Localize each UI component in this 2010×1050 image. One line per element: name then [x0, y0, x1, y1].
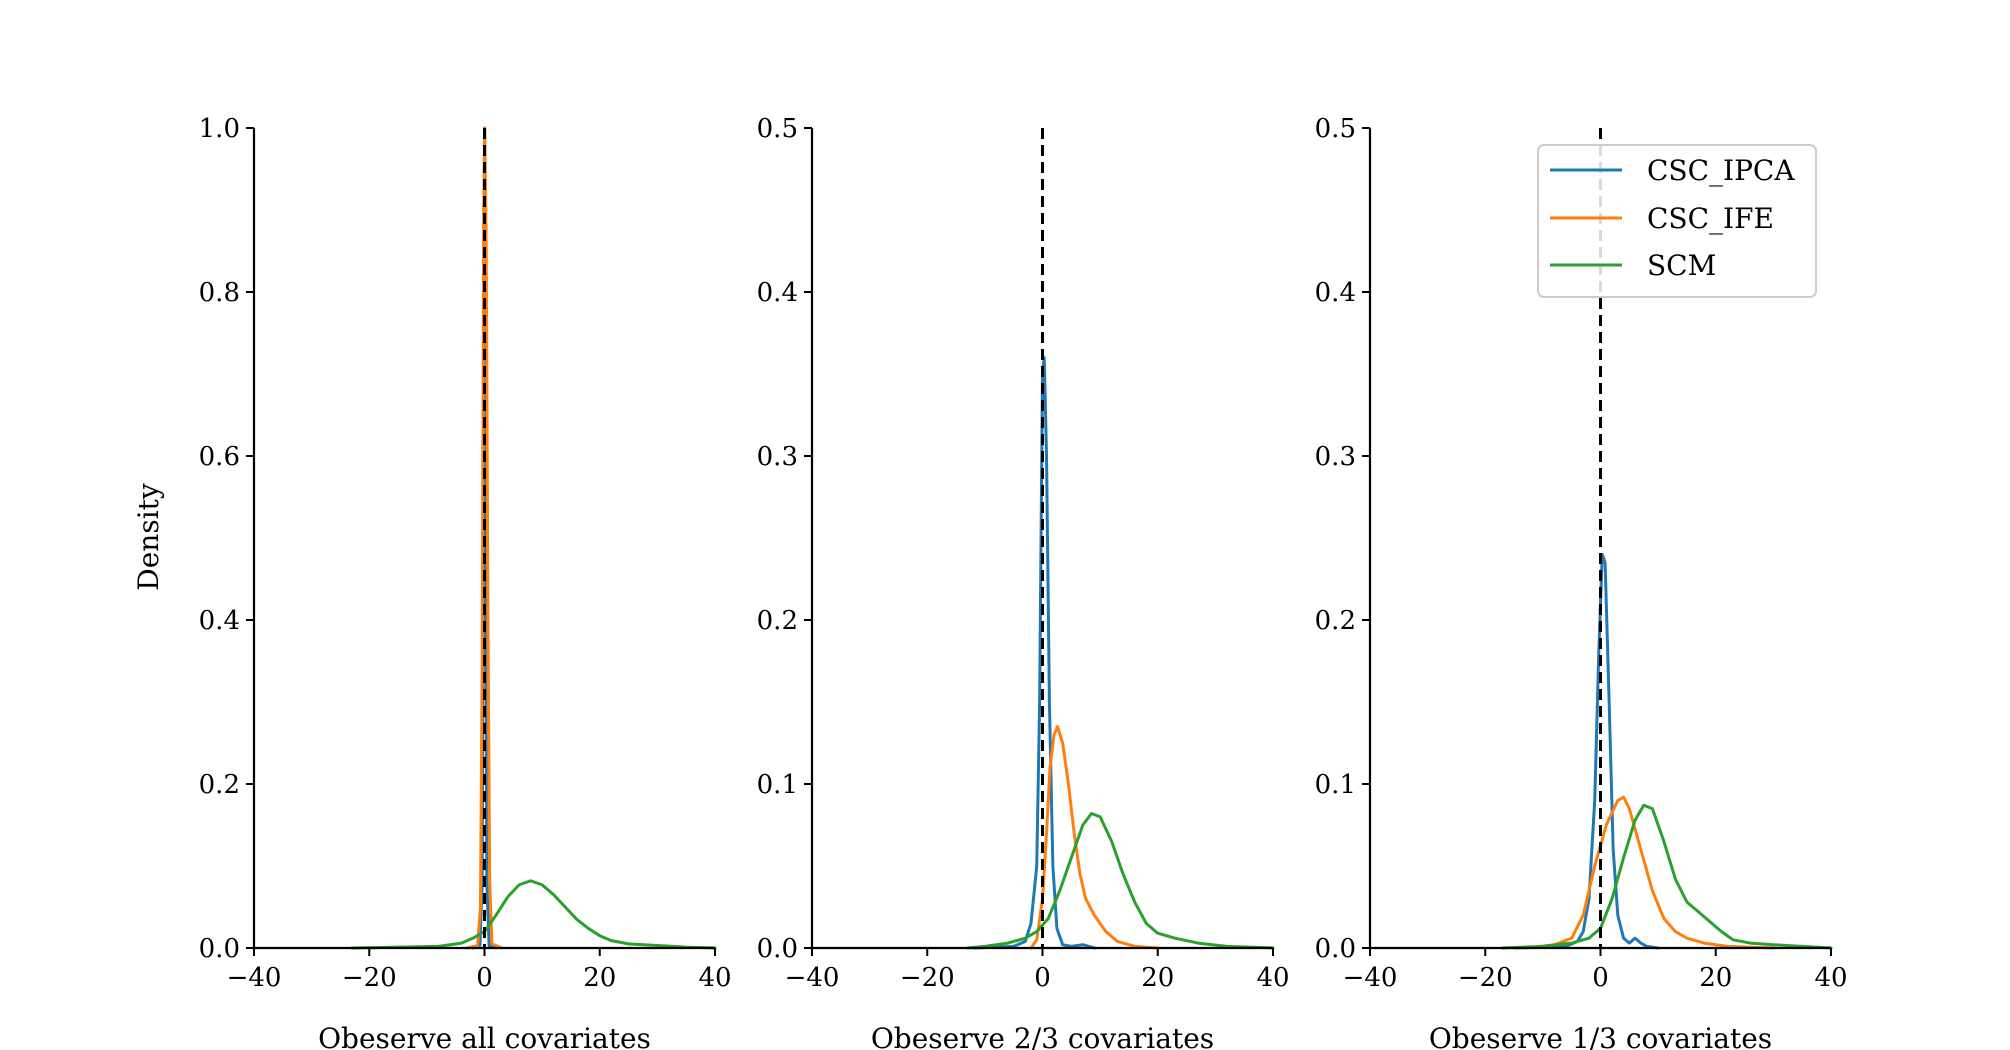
series-csc-ipca-line [971, 356, 1096, 950]
legend: CSC_IPCA CSC_IFE SCM [1537, 144, 1817, 298]
x-tick-label: −20 [1458, 963, 1513, 993]
x-tick-label: −20 [342, 963, 397, 993]
x-tick-label: −20 [900, 963, 955, 993]
series-csc-ife-line [1524, 795, 1775, 950]
y-tick-label: 0.2 [199, 770, 240, 800]
ylabel-density: Density [132, 483, 165, 591]
y-tick-label: 0.5 [1315, 114, 1356, 144]
x-tick-label: 0 [476, 963, 493, 993]
x-tick-label: −40 [785, 963, 840, 993]
y-tick-label: 0.0 [1315, 934, 1356, 964]
y-tick-label: 0.4 [1315, 278, 1356, 308]
legend-label-csc-ife: CSC_IFE [1647, 202, 1774, 235]
xlabel-panel-1: Obeserve 2/3 covariates [871, 1022, 1214, 1050]
y-tick-label: 0.5 [757, 114, 798, 144]
x-tick-label: 20 [583, 963, 616, 993]
legend-label-scm: SCM [1647, 249, 1716, 282]
series-scm-line [350, 879, 717, 950]
y-tick-label: 0.0 [757, 934, 798, 964]
xlabel-panel-0: Obeserve all covariates [318, 1022, 651, 1050]
x-tick-label: 40 [1256, 963, 1289, 993]
xlabel-panel-2: Obeserve 1/3 covariates [1429, 1022, 1772, 1050]
x-tick-label: 0 [1592, 963, 1609, 993]
series-scm-line [966, 812, 1275, 950]
legend-frame [1537, 144, 1817, 298]
y-tick-label: 0.3 [1315, 442, 1356, 472]
y-tick-label: 0.4 [757, 278, 798, 308]
series-csc-ife-line [1029, 725, 1160, 950]
legend-label-csc-ipca: CSC_IPCA [1647, 154, 1795, 187]
panel-two-thirds-covariates: Obeserve 2/3 covariates −40 −20 0 20 40 0.0 0.… [757, 114, 1290, 1050]
x-tick-label: 40 [1814, 963, 1847, 993]
y-tick-label: 0.3 [757, 442, 798, 472]
y-tick-label: 0.4 [199, 606, 240, 636]
x-tick-label: 0 [1034, 963, 1051, 993]
panel-all-covariates: Obeserve all covariates Density −40 −20 0 2… [132, 114, 732, 1050]
y-tick-label: 0.2 [1315, 606, 1356, 636]
y-tick-label: 0.2 [757, 606, 798, 636]
x-tick-label: 20 [1699, 963, 1732, 993]
y-tick-label: 0.6 [199, 442, 240, 472]
y-tick-label: 0.1 [1315, 770, 1356, 800]
x-tick-label: 20 [1141, 963, 1174, 993]
series-csc-ipca-line [1512, 552, 1660, 950]
x-tick-label: −40 [227, 963, 282, 993]
panel-one-third-covariates: Obeserve 1/3 covariates −40 −20 0 20 40 0.0 0.… [1315, 114, 1848, 1050]
y-tick-label: 1.0 [199, 114, 240, 144]
y-tick-label: 0.8 [199, 278, 240, 308]
y-tick-label: 0.0 [199, 934, 240, 964]
series-scm-line [1501, 803, 1833, 950]
y-tick-label: 0.1 [757, 770, 798, 800]
x-tick-label: −40 [1343, 963, 1398, 993]
x-tick-label: 40 [698, 963, 731, 993]
